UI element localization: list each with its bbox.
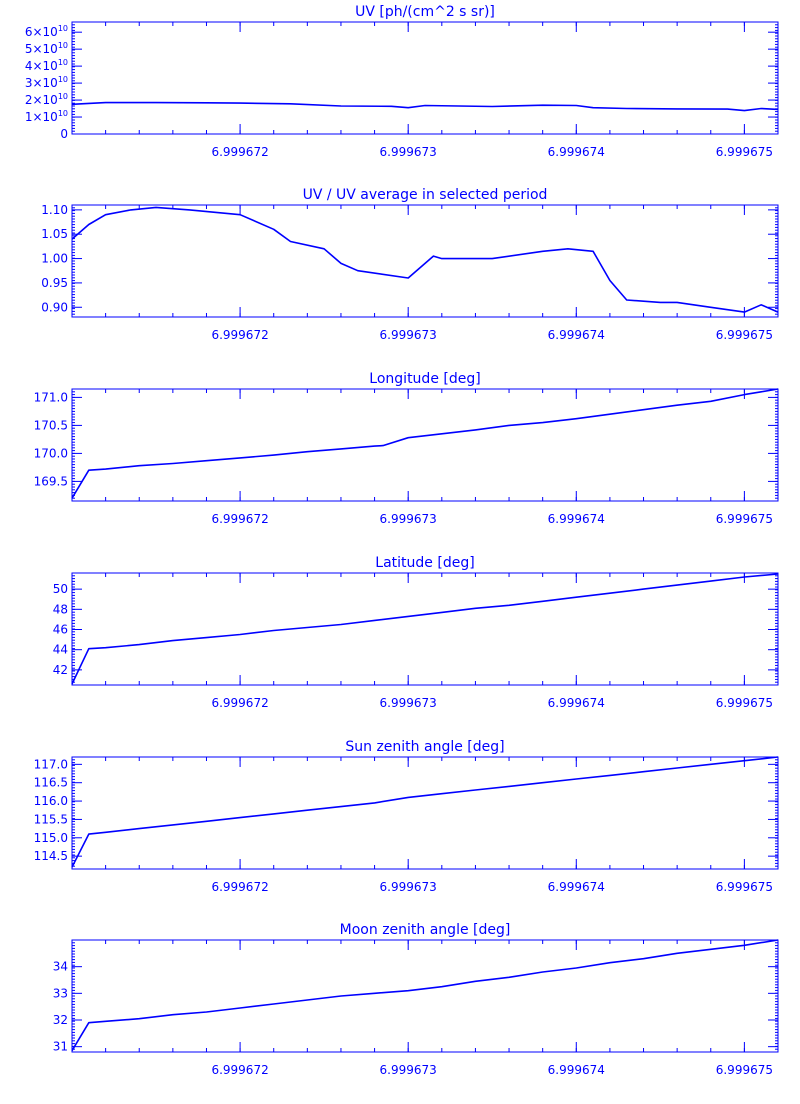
y-tick-exponent: 10 bbox=[58, 92, 68, 101]
y-tick-mantissa: 5×10 bbox=[25, 42, 58, 56]
y-tick-label: 5×1010 bbox=[25, 41, 68, 56]
x-tick-label: 6.999674 bbox=[548, 880, 605, 894]
y-tick-label: 0.90 bbox=[41, 300, 68, 314]
y-tick-label: 4×1010 bbox=[25, 58, 68, 73]
y-tick-label: 1.10 bbox=[41, 203, 68, 217]
y-tick-label: 33 bbox=[53, 986, 68, 1000]
y-tick-mantissa: 2×10 bbox=[25, 93, 58, 107]
y-tick-label: 6×1010 bbox=[25, 24, 68, 39]
x-tick-label: 6.999672 bbox=[211, 880, 268, 894]
y-tick-label: 44 bbox=[53, 643, 68, 657]
chart-title: UV [ph/(cm^2 s sr)] bbox=[355, 4, 495, 20]
chart-title: Moon zenith angle [deg] bbox=[340, 922, 511, 938]
x-tick-label: 6.999672 bbox=[211, 145, 268, 159]
y-tick-label: 46 bbox=[53, 623, 68, 637]
y-tick-label: 1.00 bbox=[41, 252, 68, 266]
plot-frame bbox=[71, 204, 779, 318]
plot-frame bbox=[71, 756, 779, 870]
y-tick-label: 50 bbox=[53, 582, 68, 596]
x-tick-label: 6.999672 bbox=[211, 1063, 268, 1077]
series-line bbox=[71, 939, 779, 1052]
y-tick-mantissa: 4×10 bbox=[25, 59, 58, 73]
plot-frame bbox=[71, 21, 779, 135]
x-tick-label: 6.999674 bbox=[548, 328, 605, 342]
y-tick-label: 31 bbox=[53, 1040, 68, 1054]
x-tick-label: 6.999674 bbox=[548, 145, 605, 159]
y-tick-label: 0 bbox=[60, 127, 68, 141]
y-tick-label: 114.5 bbox=[34, 849, 68, 863]
x-tick-label: 6.999673 bbox=[380, 696, 437, 710]
chart-title: UV / UV average in selected period bbox=[303, 187, 548, 203]
y-tick-label: 170.0 bbox=[34, 446, 68, 460]
x-tick-label: 6.999675 bbox=[716, 145, 773, 159]
x-tick-label: 6.999674 bbox=[548, 696, 605, 710]
y-tick-exponent: 10 bbox=[58, 75, 68, 84]
y-tick-label: 48 bbox=[53, 602, 68, 616]
y-tick-label: 2×1010 bbox=[25, 92, 68, 107]
y-tick-mantissa: 0 bbox=[60, 127, 68, 141]
y-tick-label: 169.5 bbox=[34, 474, 68, 488]
y-tick-label: 116.5 bbox=[34, 776, 68, 790]
chart-3: Longitude [deg] 6.999672 6.999673 6.999674 6… bbox=[34, 371, 779, 526]
y-tick-mantissa: 6×10 bbox=[25, 25, 58, 39]
x-tick-label: 6.999675 bbox=[716, 328, 773, 342]
x-tick-label: 6.999675 bbox=[716, 696, 773, 710]
y-tick-label: 34 bbox=[53, 960, 68, 974]
chart-4: Latitude [deg] 6.999672 6.999673 6.999674 6.… bbox=[53, 555, 779, 710]
y-tick-label: 3×1010 bbox=[25, 75, 68, 90]
x-tick-label: 6.999675 bbox=[716, 512, 773, 526]
series-line bbox=[71, 206, 779, 313]
chart-1: UV [ph/(cm^2 s sr)] 6.999672 6.999673 6.999… bbox=[25, 4, 779, 159]
x-tick-label: 6.999673 bbox=[380, 145, 437, 159]
y-tick-exponent: 10 bbox=[58, 58, 68, 67]
y-tick-label: 1×1010 bbox=[25, 109, 68, 124]
x-tick-label: 6.999672 bbox=[211, 328, 268, 342]
y-tick-label: 117.0 bbox=[34, 757, 68, 771]
chart-2: UV / UV average in selected period 6.9996… bbox=[41, 187, 779, 342]
series-line bbox=[71, 388, 779, 499]
y-tick-mantissa: 3×10 bbox=[25, 76, 58, 90]
x-tick-label: 6.999673 bbox=[380, 328, 437, 342]
chart-title: Longitude [deg] bbox=[369, 371, 480, 387]
x-tick-label: 6.999672 bbox=[211, 696, 268, 710]
x-tick-label: 6.999675 bbox=[716, 880, 773, 894]
y-tick-label: 171.0 bbox=[34, 390, 68, 404]
y-tick-mantissa: 1×10 bbox=[25, 110, 58, 124]
y-tick-label: 170.5 bbox=[34, 418, 68, 432]
y-tick-label: 115.5 bbox=[34, 812, 68, 826]
chart-6: Moon zenith angle [deg] 6.999672 6.999673 6… bbox=[53, 922, 779, 1077]
chart-title: Sun zenith angle [deg] bbox=[345, 739, 504, 755]
series-line bbox=[71, 573, 779, 685]
plot-frame bbox=[71, 572, 779, 686]
x-tick-label: 6.999675 bbox=[716, 1063, 773, 1077]
x-tick-label: 6.999674 bbox=[548, 512, 605, 526]
x-tick-label: 6.999673 bbox=[380, 512, 437, 526]
chart-title: Latitude [deg] bbox=[375, 555, 474, 571]
y-tick-label: 32 bbox=[53, 1013, 68, 1027]
series-line bbox=[71, 756, 779, 868]
x-tick-label: 6.999672 bbox=[211, 512, 268, 526]
series-line bbox=[71, 101, 779, 112]
chart-5: Sun zenith angle [deg] 6.999672 6.999673 6.… bbox=[34, 739, 779, 894]
y-tick-exponent: 10 bbox=[58, 109, 68, 118]
y-tick-label: 1.05 bbox=[41, 227, 68, 241]
x-tick-label: 6.999674 bbox=[548, 1063, 605, 1077]
x-tick-label: 6.999673 bbox=[380, 1063, 437, 1077]
y-tick-label: 116.0 bbox=[34, 794, 68, 808]
x-tick-label: 6.999673 bbox=[380, 880, 437, 894]
y-tick-label: 115.0 bbox=[34, 831, 68, 845]
plot-frame bbox=[71, 939, 779, 1053]
y-tick-label: 0.95 bbox=[41, 276, 68, 290]
y-tick-exponent: 10 bbox=[58, 24, 68, 33]
y-tick-exponent: 10 bbox=[58, 41, 68, 50]
y-tick-label: 42 bbox=[53, 663, 68, 677]
